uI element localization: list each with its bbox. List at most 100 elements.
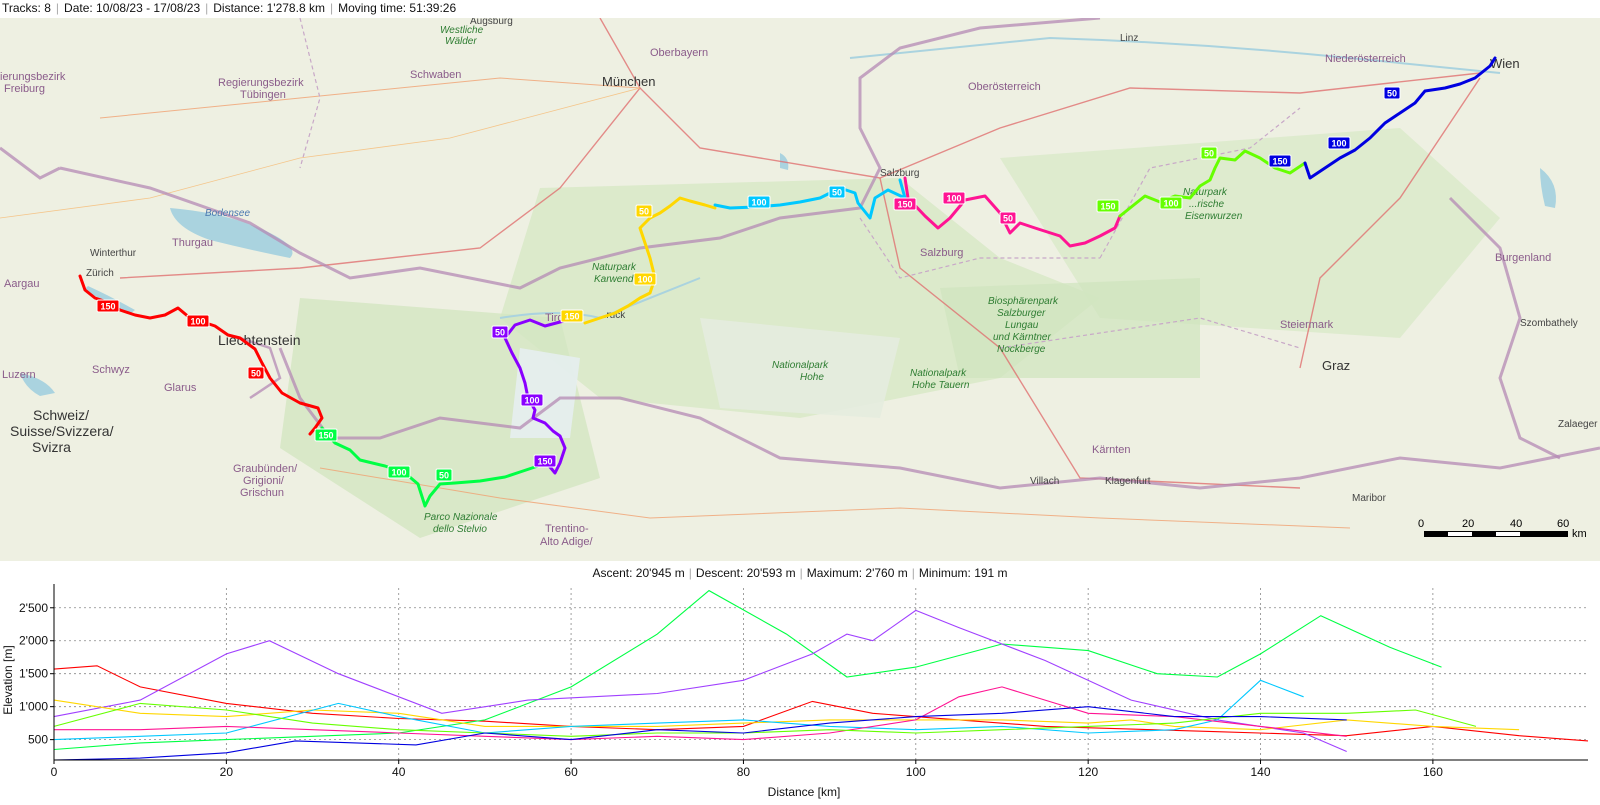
track-line[interactable] bbox=[903, 176, 1122, 248]
km-marker-label: 50 bbox=[1204, 149, 1214, 159]
elevation-profile-svg[interactable]: 0 20 40 60 80 100 120 140 160 500 1'000 1'500 2'000 2… bbox=[0, 580, 1600, 800]
lake-neusiedl bbox=[1540, 168, 1556, 208]
km-marker-box bbox=[520, 393, 544, 407]
km-marker-label: 100 bbox=[391, 468, 406, 478]
km-marker-box bbox=[533, 454, 557, 468]
label-szombathely: Szombathely bbox=[1520, 318, 1578, 329]
km-marker: 50 bbox=[828, 185, 846, 199]
km-marker: 50 bbox=[999, 211, 1017, 225]
elevation-series-line bbox=[53, 679, 1304, 741]
road bbox=[0, 87, 641, 219]
lake-bodensee bbox=[170, 208, 293, 258]
separator: | bbox=[799, 566, 803, 580]
country-border bbox=[0, 146, 61, 180]
label-stelvio-1: Parco Nazionale bbox=[424, 512, 498, 523]
label-westliche: Westliche bbox=[440, 25, 484, 36]
scale-unit: km bbox=[1572, 528, 1587, 540]
chart-axes: 0 20 40 60 80 100 120 140 160 500 1'000 1'500 2'000 2… bbox=[19, 584, 1588, 779]
km-marker-label: 100 bbox=[190, 317, 205, 327]
label-oberbayern: Oberbayern bbox=[650, 47, 708, 59]
y-axis-label: Elevation [m] bbox=[1, 645, 15, 714]
label-karnten: Kärnten bbox=[1092, 444, 1131, 456]
label-klagenfurt: Klagenfurt bbox=[1105, 476, 1151, 487]
label-karwendel-1: Naturpark bbox=[592, 262, 637, 273]
km-marker: 150 bbox=[893, 197, 917, 211]
km-marker-label: 150 bbox=[318, 431, 333, 441]
km-marker-box bbox=[828, 185, 846, 199]
map-view[interactable]: Augsburg Westliche Wälder Oberbayern Mün… bbox=[0, 18, 1600, 561]
km-marker-label: 150 bbox=[537, 457, 552, 467]
track-line[interactable] bbox=[583, 196, 717, 325]
km-marker: 50 bbox=[247, 366, 265, 380]
label-biosphere-5: Nockberge bbox=[997, 344, 1046, 355]
separator: | bbox=[688, 566, 692, 580]
elevation-series-line bbox=[53, 706, 1347, 761]
motorway bbox=[119, 87, 641, 279]
label-hohe-tauern-1: Nationalpark bbox=[772, 360, 829, 371]
label-winterthur: Winterthur bbox=[90, 248, 137, 259]
elevation-profile-chart[interactable]: 0 20 40 60 80 100 120 140 160 500 1'000 1'500 2'000 2… bbox=[0, 580, 1600, 800]
km-marker: 50 bbox=[635, 204, 653, 218]
date-range: Date: 10/08/23 - 17/08/23 bbox=[64, 1, 201, 15]
km-marker: 100 bbox=[186, 314, 210, 328]
km-marker-box bbox=[1268, 154, 1292, 168]
km-marker-box bbox=[747, 195, 771, 209]
alpine-forest-area bbox=[500, 178, 1100, 418]
scale-tick-0: 0 bbox=[1418, 518, 1424, 530]
km-marker-box bbox=[387, 465, 411, 479]
label-hohe-tauern-3: Nationalpark bbox=[910, 368, 967, 379]
elevation-stats: Ascent: 20'945 m | Descent: 20'593 m | Maxim… bbox=[0, 566, 1600, 580]
label-bodensee: Bodensee bbox=[205, 208, 250, 219]
elevation-series-line bbox=[53, 609, 1347, 753]
km-marker-label: 150 bbox=[897, 200, 912, 210]
km-marker: 150 bbox=[314, 428, 338, 442]
label-biosphere-2: Salzburger bbox=[997, 308, 1046, 319]
track-stats-bar: Tracks: 8 | Date: 10/08/23 - 17/08/23 | Dist… bbox=[0, 0, 1600, 18]
label-hohe-tauern-4: Hohe Tauern bbox=[912, 380, 970, 391]
label-regbez-tubingen-1: Regierungsbezirk bbox=[218, 77, 304, 89]
tracks-count: Tracks: 8 bbox=[2, 1, 51, 15]
country-border bbox=[1448, 196, 1561, 460]
label-graz: Graz bbox=[1322, 358, 1350, 373]
km-marker-label: 100 bbox=[637, 275, 652, 285]
x-tick-label: 160 bbox=[1423, 765, 1443, 779]
road bbox=[319, 467, 1351, 529]
km-marker-box bbox=[893, 197, 917, 211]
elevation-series-line bbox=[53, 702, 1477, 737]
label-glarus: Glarus bbox=[164, 382, 197, 394]
km-marker-box bbox=[96, 299, 120, 313]
km-marker: 150 bbox=[1268, 154, 1292, 168]
km-marker: 50 bbox=[1383, 86, 1401, 100]
y-tick-label: 2'500 bbox=[19, 601, 48, 615]
lake-luzern bbox=[20, 373, 55, 396]
label-aargau: Aargau bbox=[4, 278, 39, 290]
label-steiermark: Steiermark bbox=[1280, 319, 1334, 331]
label-niederosterreich: Niederösterreich bbox=[1325, 53, 1406, 65]
km-marker-label: 50 bbox=[251, 369, 261, 379]
track-line[interactable] bbox=[320, 426, 552, 508]
km-marker: 100 bbox=[387, 465, 411, 479]
river-danube bbox=[849, 36, 1501, 74]
label-biosphere-3: Lungau bbox=[1005, 320, 1039, 331]
x-tick-label: 140 bbox=[1251, 765, 1271, 779]
km-marker-box bbox=[635, 204, 653, 218]
motorway bbox=[1299, 77, 1481, 369]
y-tick-label: 500 bbox=[28, 733, 48, 747]
country-border bbox=[239, 336, 282, 400]
label-schweiz-3: Svizra bbox=[32, 439, 71, 455]
separator: | bbox=[329, 1, 334, 15]
track-line[interactable] bbox=[1118, 149, 1307, 218]
x-tick-label: 60 bbox=[564, 765, 578, 779]
tracks-layer[interactable]: 150 100 50 150 100 50 50 100 150 150 100 50 100 50 150… bbox=[78, 56, 1497, 508]
km-marker: 100 bbox=[1327, 136, 1351, 150]
km-marker-label: 150 bbox=[1272, 157, 1287, 167]
km-marker-label: 50 bbox=[1003, 214, 1013, 224]
track-line[interactable] bbox=[1303, 56, 1497, 180]
separator: | bbox=[911, 566, 915, 580]
elevation-series-line bbox=[53, 665, 1589, 742]
label-eisenwurzen-3: Eisenwurzen bbox=[1185, 211, 1243, 222]
minimum: Minimum: 191 m bbox=[918, 566, 1008, 580]
label-biosphere-1: Biosphärenpark bbox=[988, 296, 1059, 307]
km-marker: 50 bbox=[491, 325, 509, 339]
map-canvas[interactable]: Augsburg Westliche Wälder Oberbayern Mün… bbox=[0, 18, 1600, 561]
